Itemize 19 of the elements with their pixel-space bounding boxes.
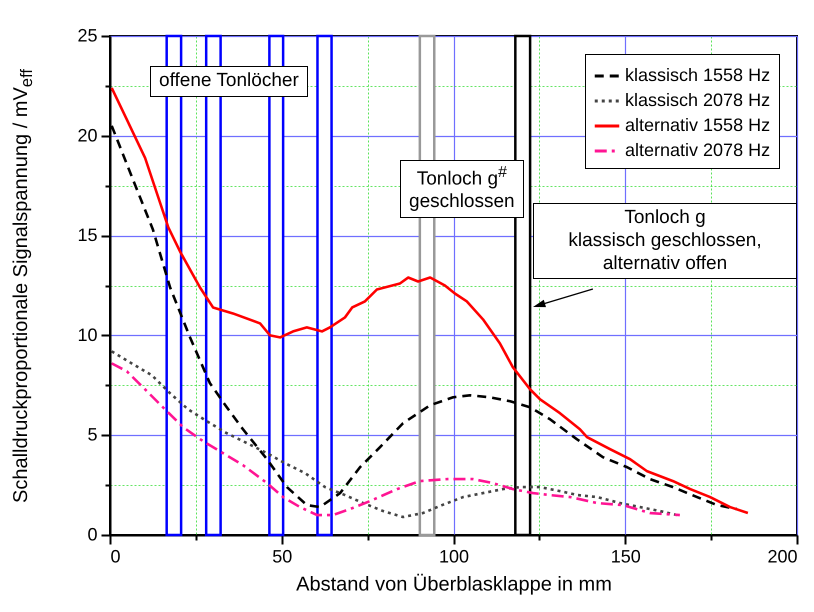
y-tick-label: 0 [87, 524, 98, 544]
y-tick-label: 20 [77, 125, 98, 146]
x-tick-label: 100 [438, 546, 470, 566]
y-tick-label: 15 [77, 225, 98, 246]
x-tick-label: 50 [272, 546, 292, 566]
legend-label: alternativ 1558 Hz [625, 115, 770, 135]
legend-label: klassisch 1558 Hz [625, 65, 770, 85]
y-tick-label: 25 [77, 26, 98, 46]
y-tick-label: 10 [77, 324, 98, 345]
y-tick-label: 5 [87, 424, 98, 445]
x-tick-label: 0 [110, 546, 121, 566]
legend-label: alternativ 2078 Hz [625, 140, 770, 160]
x-tick-label: 200 [767, 546, 798, 566]
text-box: offene Tonlöcher [150, 66, 308, 97]
text-box: Tonloch g klassisch geschlossen, alternativ offen [533, 203, 797, 280]
legend-label: klassisch 2078 Hz [625, 90, 770, 110]
x-axis-title: Abstand von Überblasklappe in mm [296, 574, 612, 596]
text-box: Tonloch g$^{#}$ geschlossen [400, 160, 524, 218]
x-tick-label: 150 [610, 546, 641, 566]
